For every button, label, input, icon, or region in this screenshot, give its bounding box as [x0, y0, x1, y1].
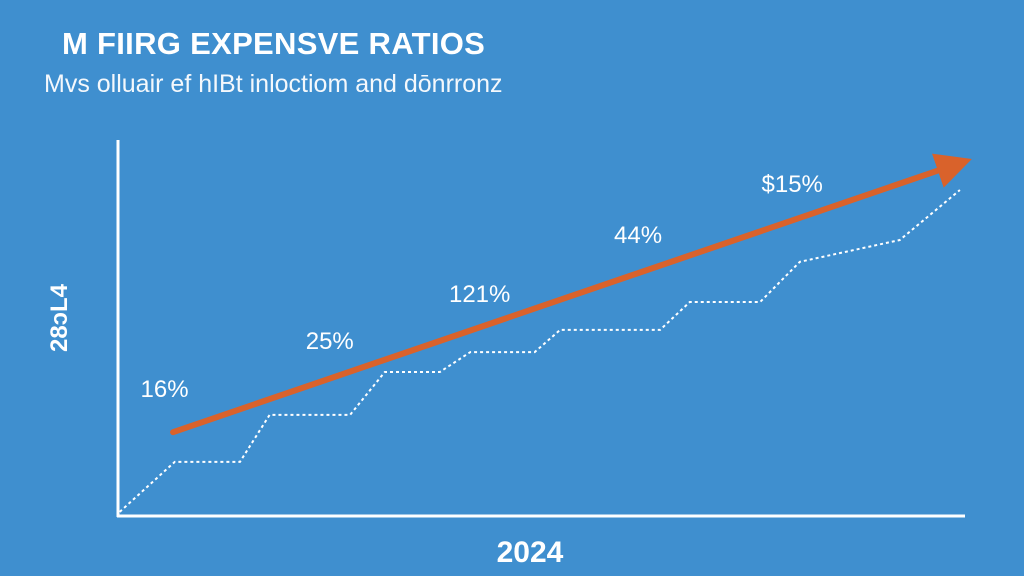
chart-title: M FIIRG EXPENSVE RATIOS: [62, 26, 486, 61]
data-label: 16%: [141, 376, 189, 403]
trend-arrow-series: [170, 153, 972, 436]
dotted-step-series: [119, 189, 961, 513]
data-label: 121%: [449, 281, 510, 308]
x-axis-label: 2024: [496, 536, 564, 569]
data-label: 44%: [614, 222, 662, 249]
chart-subtitle: Mvs olluair ef hIBt inloctiom and dōnrro…: [44, 70, 503, 98]
data-label: $15%: [762, 171, 823, 198]
data-label: 25%: [306, 328, 354, 355]
